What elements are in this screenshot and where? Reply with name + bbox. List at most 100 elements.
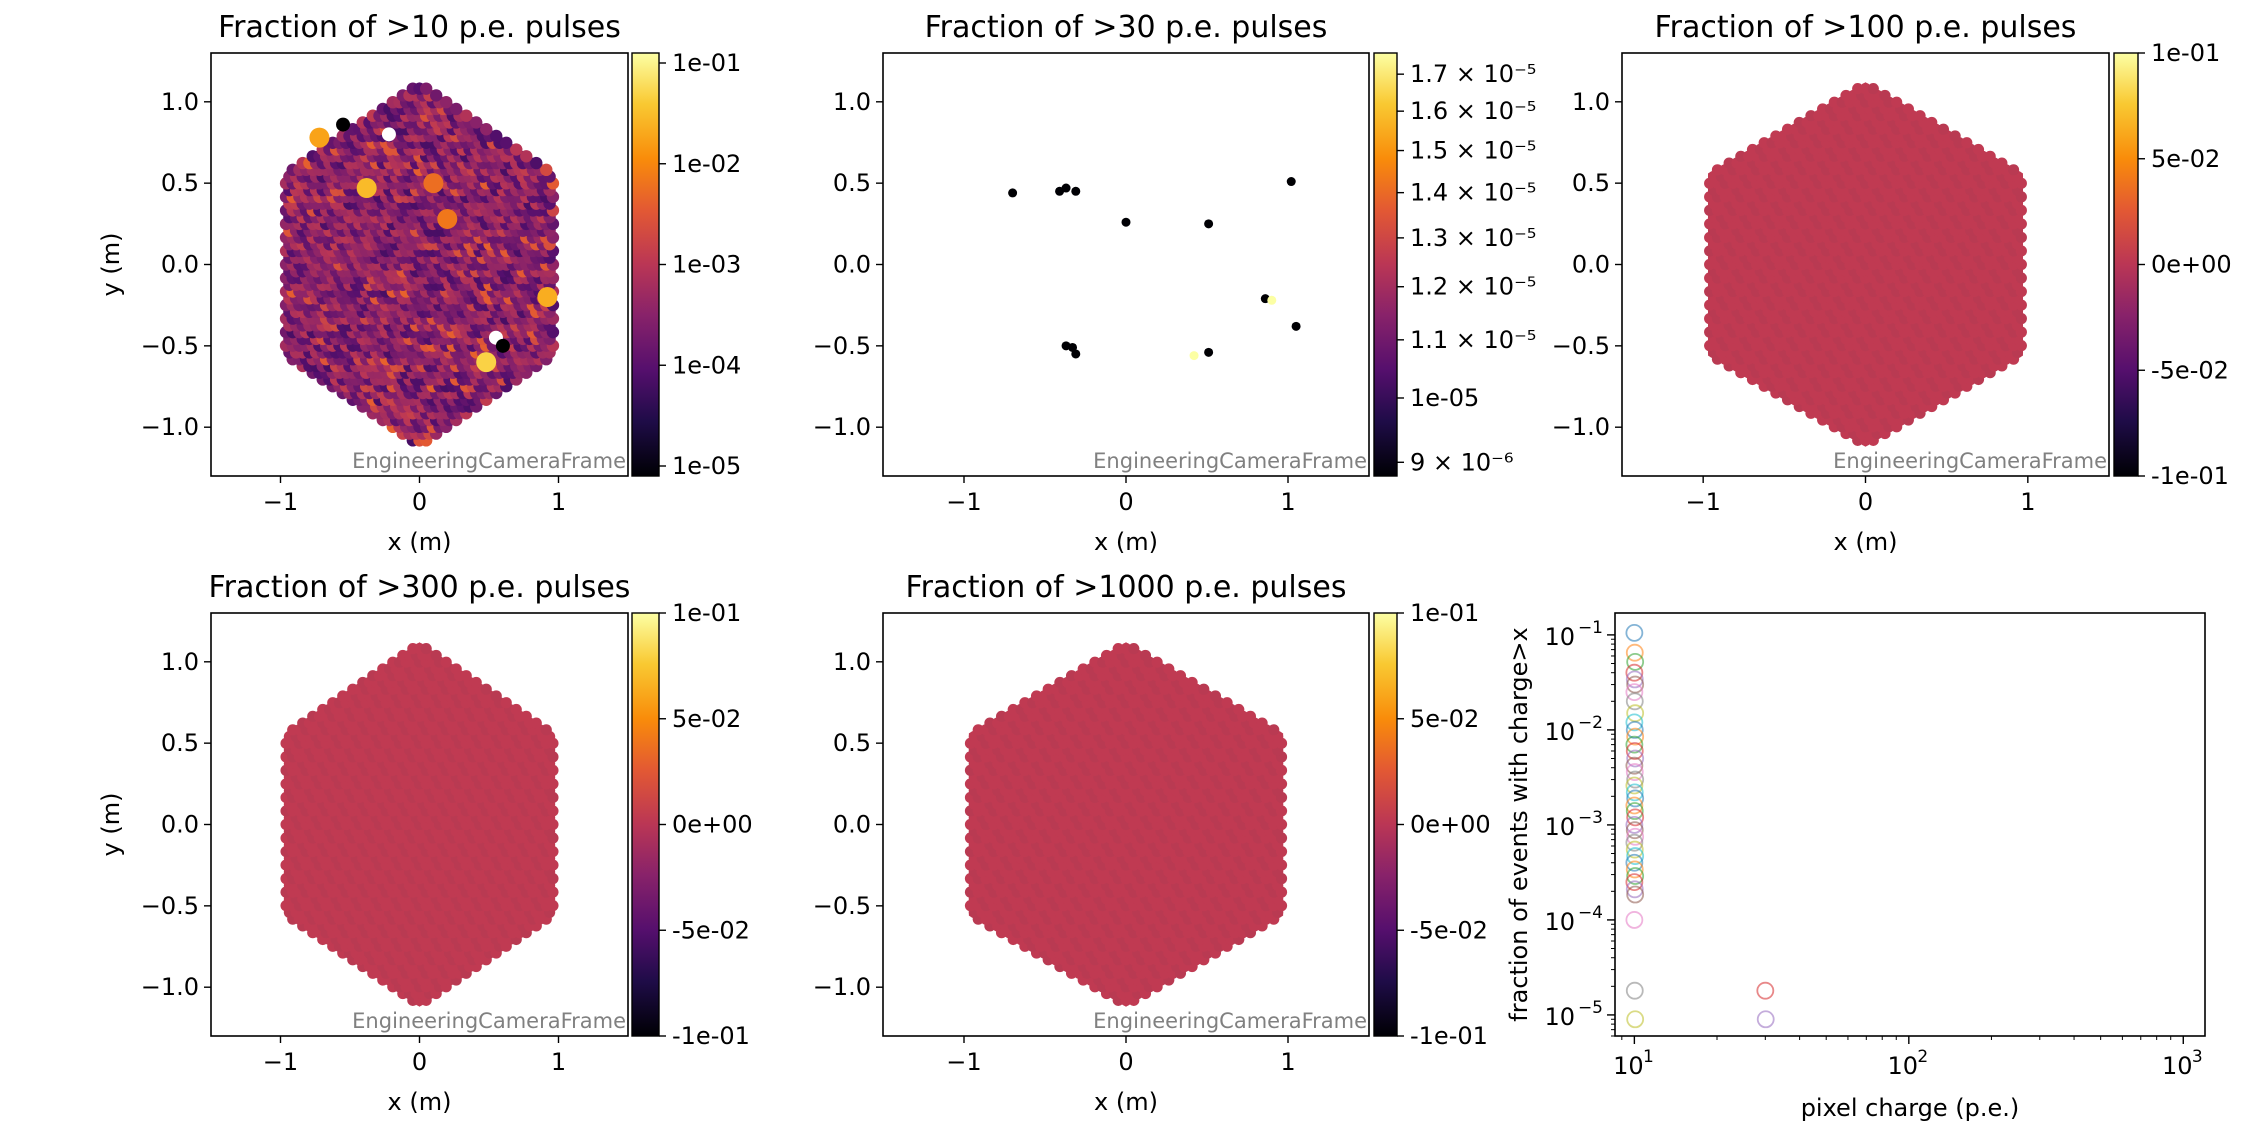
camera-pixels bbox=[1008, 177, 1301, 361]
x-tick-label: 1 bbox=[551, 488, 566, 516]
colorbar-tick-label: 1e-04 bbox=[672, 351, 741, 379]
camera-pixel bbox=[1859, 83, 1872, 95]
colorbar-tick-label: 1e-01 bbox=[2151, 39, 2220, 67]
x-tick-label: 0 bbox=[412, 488, 427, 516]
sparse-pixel-point bbox=[1204, 219, 1214, 229]
colorbar-tick-label: 1e-01 bbox=[672, 49, 741, 77]
camera-pixel bbox=[1937, 123, 1950, 135]
camera-pixel bbox=[1805, 110, 1817, 122]
x-axis-label: x (m) bbox=[1094, 528, 1158, 556]
camera-pixel bbox=[1902, 103, 1914, 115]
colorbar-tick-label: -1e-01 bbox=[2151, 462, 2229, 490]
camera-panel-p30: Fraction of >30 p.e. pulses−1 0 11.00.50.0… bbox=[813, 10, 1537, 556]
dead-pixel bbox=[495, 338, 510, 353]
camera-pixel bbox=[500, 697, 512, 709]
camera-pixel bbox=[1735, 150, 1747, 162]
camera-pixel bbox=[419, 82, 433, 95]
y-tick-label: 0.0 bbox=[1572, 251, 1610, 279]
camera-pixel bbox=[1793, 116, 1805, 129]
camera-pixel bbox=[520, 150, 533, 163]
colorbar-tick-label: 1.2 × 10⁻⁵ bbox=[1410, 273, 1536, 301]
hot-pixel bbox=[356, 178, 377, 199]
hot-pixel bbox=[476, 352, 497, 373]
x-tick-label: 1 bbox=[2020, 488, 2035, 516]
camera-pixels bbox=[1704, 82, 2027, 447]
y-tick-label: 1.0 bbox=[1572, 88, 1610, 116]
x-tick-label: −1 bbox=[946, 488, 981, 516]
x-axis-label: x (m) bbox=[388, 528, 452, 556]
y-axis-label: y (m) bbox=[97, 233, 125, 297]
y-tick-label: 0.0 bbox=[833, 251, 871, 279]
frame-watermark: EngineeringCameraFrame bbox=[352, 449, 626, 473]
panel-title: Fraction of >30 p.e. pulses bbox=[925, 10, 1328, 45]
sparse-pixel-point bbox=[1204, 347, 1214, 357]
y-tick-label: 0.0 bbox=[161, 251, 199, 279]
camera-pixel bbox=[1891, 96, 1903, 108]
y-tick-label: 1.0 bbox=[833, 88, 871, 116]
camera-pixel bbox=[1879, 89, 1891, 102]
camera-pixel bbox=[439, 95, 453, 109]
sparse-pixel-point bbox=[1286, 177, 1296, 187]
camera-pixel bbox=[429, 89, 443, 102]
camera-pixel bbox=[1972, 143, 1985, 156]
y-tick-label: −0.5 bbox=[141, 332, 199, 360]
camera-pixel bbox=[530, 156, 543, 170]
sparse-pixel-point bbox=[1267, 295, 1277, 305]
x-tick-label: −1 bbox=[263, 488, 298, 516]
y-tick-label: −1.0 bbox=[1552, 413, 1610, 441]
hot-pixel bbox=[437, 208, 458, 229]
colorbar-tick-label: 1.5 × 10⁻⁵ bbox=[1410, 137, 1536, 165]
colorbar-tick-label: 1e-05 bbox=[672, 452, 741, 480]
camera-pixel bbox=[540, 163, 553, 177]
camera-pixel bbox=[1746, 143, 1759, 156]
frame-watermark: EngineeringCameraFrame bbox=[1093, 449, 1367, 473]
colorbar-tick-label: 1e-03 bbox=[672, 251, 741, 279]
colorbar-tick-label: 9 × 10⁻⁶ bbox=[1410, 448, 1513, 476]
camera-pixel bbox=[1828, 96, 1840, 108]
camera-pixel bbox=[1996, 157, 2008, 169]
camera-pixel bbox=[530, 717, 542, 729]
camera-pixel bbox=[490, 690, 502, 702]
x-axis-label: x (m) bbox=[1834, 528, 1898, 556]
camera-pixel bbox=[1817, 103, 1829, 115]
camera-pixel bbox=[510, 703, 522, 716]
x-tick-label: 0 bbox=[1118, 488, 1133, 516]
camera-pixel bbox=[1758, 137, 1770, 149]
panel-title: Fraction of >10 p.e. pulses bbox=[218, 10, 621, 45]
camera-panel-p100: Fraction of >100 p.e. pulses−1 0 11.00.50.… bbox=[1552, 10, 2232, 556]
y-tick-label: −0.5 bbox=[813, 332, 871, 360]
camera-pixel bbox=[470, 116, 483, 129]
x-tick-label: 0 bbox=[1858, 488, 1873, 516]
y-tick-label: −1.0 bbox=[141, 413, 199, 441]
hot-pixel bbox=[309, 127, 330, 148]
camera-pixel bbox=[490, 129, 503, 143]
colorbar-tick-label: 1.3 × 10⁻⁵ bbox=[1410, 224, 1536, 252]
camera-pixel bbox=[1914, 110, 1926, 122]
colorbar-tick-label: -5e-02 bbox=[2151, 356, 2229, 384]
y-tick-label: 0.5 bbox=[1572, 169, 1610, 197]
camera-pixel bbox=[449, 102, 463, 116]
camera-pixel bbox=[1949, 130, 1961, 142]
camera-pixel bbox=[1770, 130, 1782, 142]
panel-title: Fraction of >100 p.e. pulses bbox=[1655, 10, 2077, 45]
camera-pixel bbox=[510, 143, 523, 156]
colorbar-tick-label: 1.6 × 10⁻⁵ bbox=[1410, 97, 1536, 125]
y-tick-label: −1.0 bbox=[813, 413, 871, 441]
camera-pixel bbox=[1840, 89, 1852, 102]
camera-pixel bbox=[480, 123, 493, 136]
camera-pixel bbox=[1711, 164, 1724, 176]
camera-pixels bbox=[280, 642, 559, 1007]
camera-pixel bbox=[480, 683, 492, 695]
camera-pixel bbox=[1926, 116, 1938, 129]
colorbar-tick-label: 1e-02 bbox=[672, 150, 741, 178]
sparse-pixel-point bbox=[1008, 188, 1018, 198]
camera-pixel bbox=[460, 109, 473, 122]
sparse-pixel-point bbox=[1189, 351, 1199, 361]
hot-pixel bbox=[537, 287, 558, 308]
camera-panel-p300: Fraction of >300 p.e. pulses−1 0 11.00.50.… bbox=[97, 570, 753, 1116]
x-tick-label: 1 bbox=[1280, 488, 1295, 516]
camera-pixel bbox=[1852, 83, 1864, 95]
sparse-pixel-point bbox=[1291, 321, 1301, 331]
sparse-pixel-point bbox=[1071, 349, 1081, 359]
